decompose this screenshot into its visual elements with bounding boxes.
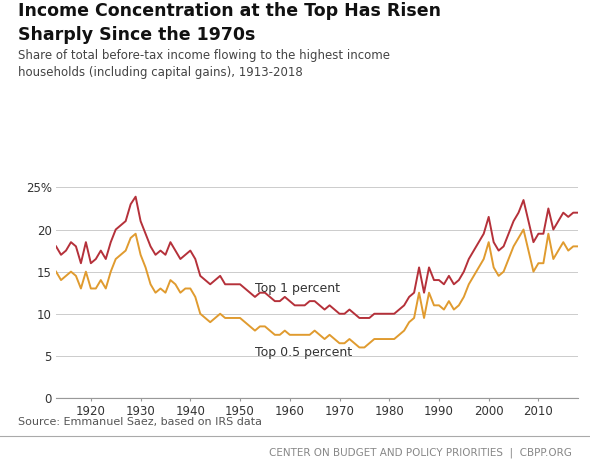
Text: Income Concentration at the Top Has Risen: Income Concentration at the Top Has Rise… — [18, 2, 441, 20]
Text: Top 1 percent: Top 1 percent — [255, 282, 340, 295]
Text: Share of total before-tax income flowing to the highest income
households (inclu: Share of total before-tax income flowing… — [18, 49, 390, 80]
Text: CENTER ON BUDGET AND POLICY PRIORITIES  |  CBPP.ORG: CENTER ON BUDGET AND POLICY PRIORITIES |… — [270, 448, 572, 458]
Text: Source: Emmanuel Saez, based on IRS data: Source: Emmanuel Saez, based on IRS data — [18, 417, 262, 427]
Text: Top 0.5 percent: Top 0.5 percent — [255, 346, 352, 359]
Text: Sharply Since the 1970s: Sharply Since the 1970s — [18, 26, 255, 44]
